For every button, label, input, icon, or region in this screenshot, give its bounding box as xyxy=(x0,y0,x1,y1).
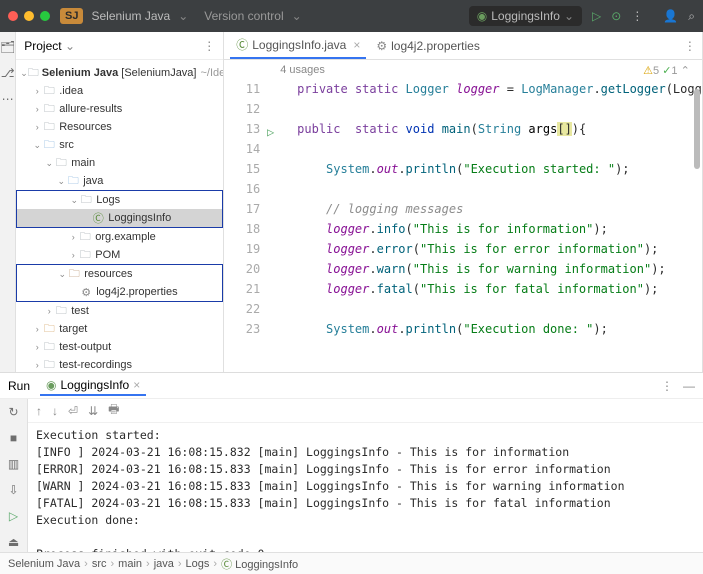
tree-item[interactable]: ⌄🗀src xyxy=(16,136,223,154)
warning-icon: ⚠ xyxy=(643,65,653,77)
run-config-label: LoggingsInfo xyxy=(491,9,560,23)
tree-item[interactable]: ›🗀allure-results xyxy=(16,100,223,118)
tree-item[interactable]: ⌄🗀main xyxy=(16,154,223,172)
run-toolbar: ↑ ↓ ⏎ ⇊ 🖶 xyxy=(28,399,703,423)
tree-item[interactable]: ⌄🗀Logs xyxy=(17,191,222,209)
run-icon[interactable]: ▷ xyxy=(592,9,601,23)
editor: ⒸLoggingsInfo.java×⚙log4j2.properties ⋮ … xyxy=(224,32,702,372)
debug-icon[interactable]: ⊙ xyxy=(611,9,621,23)
chevron-down-icon[interactable]: ⌄ xyxy=(178,9,188,23)
editor-tab-options-icon[interactable]: ⋮ xyxy=(684,39,696,53)
tree-item[interactable]: ⌄🗀resources xyxy=(17,265,222,283)
hide-panel-icon[interactable]: — xyxy=(683,379,695,393)
down-stack-icon[interactable]: ↓ xyxy=(52,404,58,418)
minimize-window-icon[interactable] xyxy=(24,11,34,21)
window-controls[interactable] xyxy=(8,11,50,21)
run-icon[interactable]: ▷ xyxy=(9,509,18,523)
project-tree[interactable]: ⌄🗀Selenium Java [SeleniumJava]~/IdeaProj… xyxy=(16,60,223,372)
tree-item[interactable]: ⒸLoggingsInfo xyxy=(17,209,222,227)
title-bar: SJ Selenium Java ⌄ Version control ⌄ ◉ L… xyxy=(0,0,703,32)
breadcrumb-item[interactable]: java xyxy=(154,558,174,570)
run-panel-options-icon[interactable]: ⋮ xyxy=(661,379,673,393)
structure-tool-icon[interactable]: ⋯ xyxy=(2,92,14,106)
tree-item[interactable]: ›🗀Resources xyxy=(16,118,223,136)
scroll-end-icon[interactable]: ⇊ xyxy=(88,404,98,418)
account-icon[interactable]: 👤 xyxy=(663,9,678,23)
close-icon[interactable]: × xyxy=(353,38,360,52)
tree-item[interactable]: ›🗀target xyxy=(16,320,223,338)
run-configuration-selector[interactable]: ◉ LoggingsInfo ⌄ xyxy=(469,6,582,26)
tree-item[interactable]: ›🗀org.example xyxy=(16,228,223,246)
run-tab-label: LoggingsInfo xyxy=(61,378,130,392)
breadcrumb-item[interactable]: Logs xyxy=(186,558,210,570)
project-name[interactable]: Selenium Java xyxy=(91,9,170,23)
editor-gutter[interactable]: 111213▷14151617181920212223 xyxy=(224,79,268,372)
stop-icon[interactable]: ■ xyxy=(10,431,17,445)
tree-item[interactable]: ›🗀test-recordings xyxy=(16,356,223,372)
commit-tool-icon[interactable]: ⎇ xyxy=(1,66,15,80)
run-left-rail: ↻ ■ ▥ ⇩ ▷ ⏏ ⓘ xyxy=(0,399,28,552)
chevron-down-icon: ⌄ xyxy=(564,9,574,23)
tree-item[interactable]: ›🗀.idea xyxy=(16,82,223,100)
usages-hint[interactable]: 4 usages xyxy=(280,64,325,77)
close-icon[interactable]: × xyxy=(133,378,140,392)
print-icon[interactable]: 🖶 xyxy=(108,400,119,421)
search-everywhere-icon[interactable]: ⌕ xyxy=(688,9,695,24)
project-panel-title[interactable]: Project ⌄ xyxy=(24,39,75,53)
vertical-scrollbar[interactable] xyxy=(694,89,700,169)
run-tab-icon: ◉ xyxy=(46,378,56,392)
exit-icon[interactable]: ⏏ xyxy=(8,535,19,549)
run-config-icon: ◉ xyxy=(477,9,487,23)
breadcrumb-bar[interactable]: Selenium Java›src›main›java›Logs›Ⓒ Loggi… xyxy=(0,552,703,574)
breadcrumb-item[interactable]: Selenium Java xyxy=(8,558,80,570)
filter-icon[interactable]: ⇩ xyxy=(8,483,18,497)
tree-item[interactable]: ›🗀POM xyxy=(16,246,223,264)
run-tool-window: Run ◉ LoggingsInfo × ⋮ — ↻ ■ ▥ ⇩ ▷ ⏏ ⓘ ↑… xyxy=(0,372,703,552)
tree-item[interactable]: ›🗀test-output xyxy=(16,338,223,356)
layout-icon[interactable]: ▥ xyxy=(8,457,19,471)
tree-root[interactable]: ⌄🗀Selenium Java [SeleniumJava]~/IdeaProj… xyxy=(16,64,223,82)
left-tool-rail: 🗂 ⎇ ⋯ xyxy=(0,32,16,372)
project-panel: Project ⌄ ⋮ ⌄🗀Selenium Java [SeleniumJav… xyxy=(16,32,224,372)
tree-item[interactable]: ⌄🗀java xyxy=(16,172,223,190)
project-tool-icon[interactable]: 🗂 xyxy=(0,40,15,54)
console-output[interactable]: Execution started: [INFO ] 2024-03-21 16… xyxy=(28,423,703,552)
gutter-run-icon[interactable]: ▷ xyxy=(267,122,274,142)
run-tab[interactable]: ◉ LoggingsInfo × xyxy=(40,376,146,396)
close-window-icon[interactable] xyxy=(8,11,18,21)
soft-wrap-icon[interactable]: ⏎ xyxy=(68,404,78,418)
inspection-widget[interactable]: ⚠5 ✓1 ⌃ xyxy=(643,64,690,77)
breadcrumb-item[interactable]: Ⓒ LoggingsInfo xyxy=(221,556,298,572)
rerun-icon[interactable]: ↻ xyxy=(8,405,18,419)
maximize-window-icon[interactable] xyxy=(40,11,50,21)
more-icon[interactable]: ⋮ xyxy=(631,9,643,23)
tree-item[interactable]: ›🗀test xyxy=(16,302,223,320)
run-panel-title: Run xyxy=(8,379,30,393)
breadcrumb-item[interactable]: src xyxy=(92,558,107,570)
editor-tab-bar: ⒸLoggingsInfo.java×⚙log4j2.properties ⋮ xyxy=(224,32,702,60)
tree-item[interactable]: ⚙log4j2.properties xyxy=(17,283,222,301)
project-badge: SJ xyxy=(60,8,83,24)
panel-options-icon[interactable]: ⋮ xyxy=(203,39,215,53)
vcs-menu[interactable]: Version control xyxy=(204,9,283,23)
chevron-down-icon[interactable]: ⌄ xyxy=(292,9,302,23)
chevron-icon: ⌃ xyxy=(681,65,690,77)
editor-tab[interactable]: ⒸLoggingsInfo.java× xyxy=(230,32,366,59)
editor-tab[interactable]: ⚙log4j2.properties xyxy=(370,32,486,59)
up-stack-icon[interactable]: ↑ xyxy=(36,404,42,418)
code-area[interactable]: private static Logger logger = LogManage… xyxy=(268,79,702,372)
breadcrumb-item[interactable]: main xyxy=(118,558,142,570)
